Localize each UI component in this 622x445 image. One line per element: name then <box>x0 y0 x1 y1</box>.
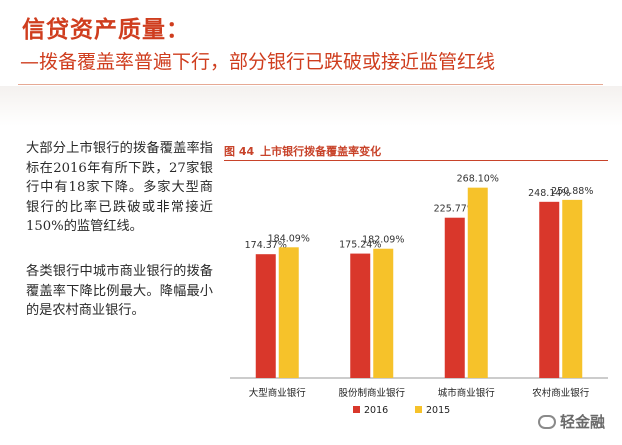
legend-label-2015: 2015 <box>426 405 450 416</box>
data-label-2016-3: 225.77% <box>434 204 476 215</box>
data-label-2016-1: 174.37% <box>245 240 287 251</box>
data-label-2015-1: 184.09% <box>268 233 310 244</box>
watermark: 轻金融 <box>538 411 605 432</box>
x-tick-label-4: 农村商业银行 <box>532 387 590 399</box>
bar-2015-3 <box>467 187 488 378</box>
bar-2015-4 <box>562 199 583 378</box>
legend-label-2016: 2016 <box>364 405 388 416</box>
bar-2016-3 <box>444 217 465 378</box>
data-label-2015-3: 268.10% <box>457 174 499 185</box>
body-paragraph-2: 各类银行中城市商业银行的拨备覆盖率下降比例最大。降幅最小的是农村商业银行。 <box>26 264 213 318</box>
figure-caption: 图 44 上市银行拨备覆盖率变化 <box>224 143 381 159</box>
data-label-2016-4: 248.14% <box>528 188 570 199</box>
figure-caption-text: 上市银行拨备覆盖率变化 <box>260 145 382 158</box>
header-divider <box>18 84 603 85</box>
x-tick-label-3: 城市商业银行 <box>438 387 496 399</box>
bar-2016-1 <box>255 254 276 378</box>
x-tick-label-1: 大型商业银行 <box>249 387 307 399</box>
page-title: 信贷资产质量： <box>22 17 190 43</box>
data-label-2015-4: 250.88% <box>551 186 593 197</box>
legend-swatch-2016 <box>353 406 360 413</box>
header-shade <box>0 86 622 126</box>
figure-caption-rule <box>224 160 608 161</box>
data-label-2015-2: 182.09% <box>362 235 404 246</box>
bar-2015-1 <box>278 247 299 378</box>
bar-2016-4 <box>539 201 560 378</box>
bar-2016-2 <box>350 253 371 378</box>
x-tick-label-2: 股份制商业银行 <box>338 387 405 399</box>
watermark-text: 轻金融 <box>560 413 606 431</box>
figure-number: 图 44 <box>224 145 255 158</box>
page-subtitle: —拨备覆盖率普遍下行，部分银行已跌破或接近监管红线 <box>20 51 496 73</box>
legend-swatch-2015 <box>415 406 422 413</box>
data-label-2016-2: 175.24% <box>339 240 381 251</box>
body-paragraph-1: 大部分上市银行的拨备覆盖率指标在2016年有所下跌，27家银行中有18家下降。多… <box>26 141 213 234</box>
bar-2015-2 <box>373 248 394 378</box>
wechat-icon <box>538 414 556 429</box>
